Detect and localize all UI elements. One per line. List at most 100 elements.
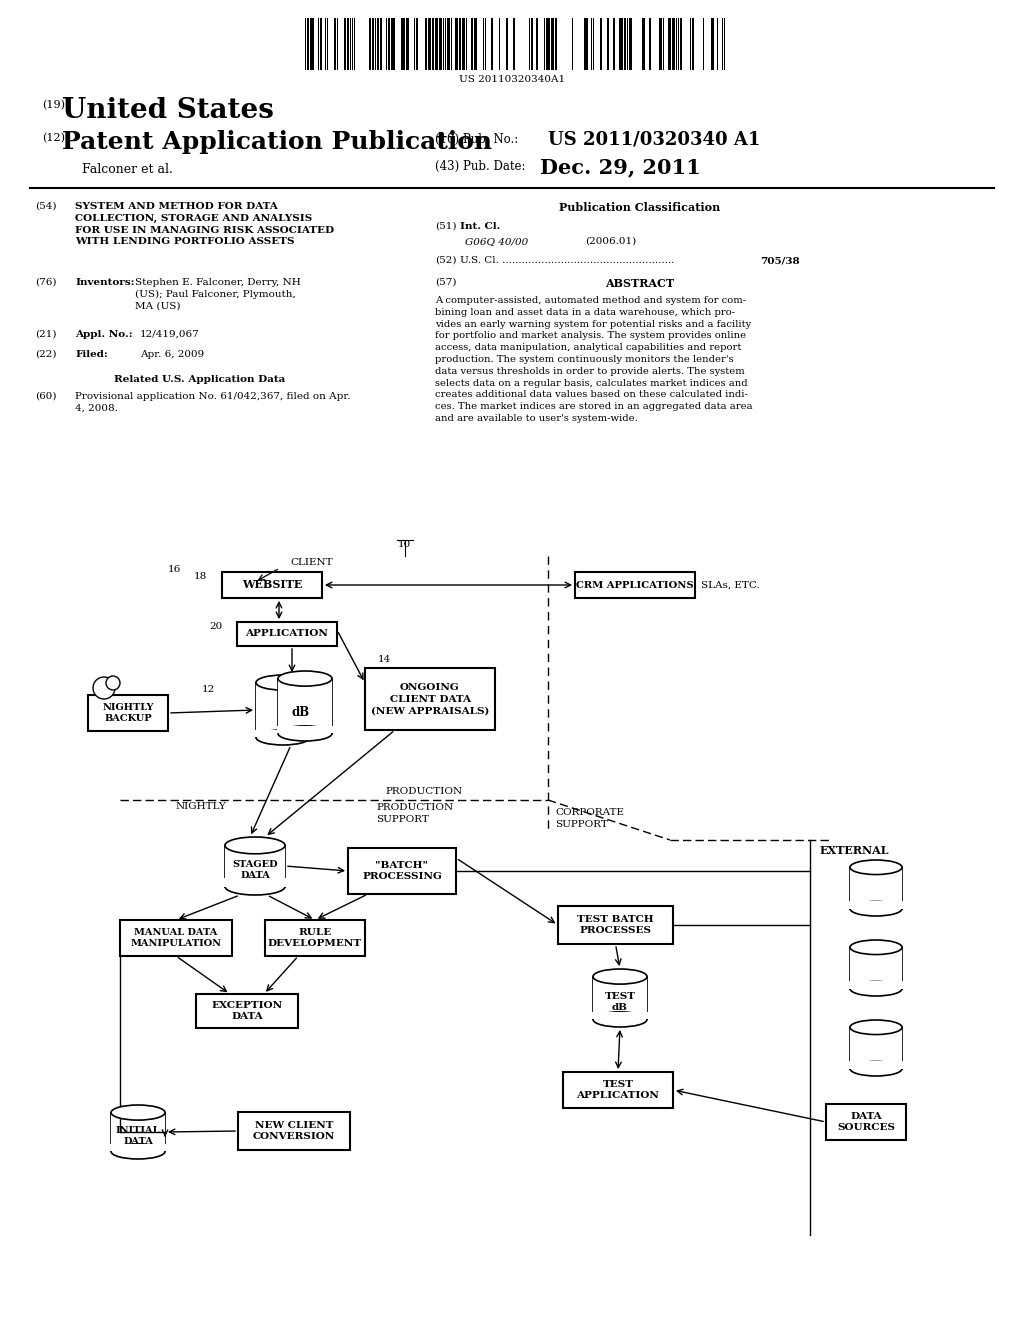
Text: DATA
SOURCES: DATA SOURCES (837, 1111, 895, 1133)
Text: NIGHTLY
BACKUP: NIGHTLY BACKUP (102, 702, 154, 723)
Text: Int. Cl.: Int. Cl. (460, 222, 501, 231)
Text: MANUAL DATA
MANIPULATION: MANUAL DATA MANIPULATION (130, 928, 221, 948)
Text: (51): (51) (435, 222, 457, 231)
Text: TEST BATCH
PROCESSES: TEST BATCH PROCESSES (578, 915, 653, 936)
Text: 14: 14 (378, 655, 391, 664)
Ellipse shape (111, 1105, 165, 1121)
Text: United States: United States (62, 96, 273, 124)
Bar (474, 18, 477, 70)
Bar (629, 18, 632, 70)
Bar (425, 18, 427, 70)
Bar (649, 18, 651, 70)
Bar (613, 18, 615, 70)
Bar (711, 18, 714, 70)
Bar (607, 18, 609, 70)
Bar (555, 18, 557, 70)
Bar (849, 902, 903, 908)
Text: Appl. No.:: Appl. No.: (75, 330, 133, 339)
Text: (57): (57) (435, 279, 457, 286)
Bar (348, 847, 456, 894)
Text: (12): (12) (42, 133, 65, 144)
Ellipse shape (850, 902, 902, 916)
Bar (344, 18, 346, 70)
Bar (307, 18, 309, 70)
Bar (531, 18, 534, 70)
Text: (2006.01): (2006.01) (585, 238, 636, 246)
Circle shape (106, 676, 120, 690)
Text: ABSTRACT: ABSTRACT (605, 279, 675, 289)
Bar (391, 18, 395, 70)
Bar (416, 18, 418, 70)
Bar (435, 18, 438, 70)
Text: (43) Pub. Date:: (43) Pub. Date: (435, 160, 525, 173)
Text: SLAs, ETC.: SLAs, ETC. (701, 581, 760, 590)
Ellipse shape (593, 969, 647, 985)
Text: CRM APPLICATIONS: CRM APPLICATIONS (577, 581, 694, 590)
Ellipse shape (850, 1020, 902, 1035)
Text: ONGOING
CLIENT DATA
(NEW APPRAISALS): ONGOING CLIENT DATA (NEW APPRAISALS) (371, 682, 489, 715)
Bar (462, 18, 465, 70)
Bar (237, 622, 337, 645)
Bar (319, 18, 322, 70)
Bar (558, 906, 673, 944)
Bar (265, 920, 365, 956)
Text: Provisional application No. 61/042,367, filed on Apr.
4, 2008.: Provisional application No. 61/042,367, … (75, 392, 350, 413)
Bar (110, 1144, 166, 1151)
Bar (668, 18, 671, 70)
Ellipse shape (111, 1144, 165, 1159)
Bar (432, 18, 434, 70)
Bar (225, 845, 285, 887)
Text: NEW CLIENT
CONVERSION: NEW CLIENT CONVERSION (253, 1121, 335, 1142)
Text: US 2011/0320340 A1: US 2011/0320340 A1 (548, 129, 761, 148)
Bar (584, 18, 588, 70)
Bar (551, 18, 554, 70)
Bar (347, 18, 349, 70)
Bar (471, 18, 473, 70)
Text: 16: 16 (168, 565, 181, 574)
Bar (490, 18, 493, 70)
Ellipse shape (850, 1061, 902, 1076)
Bar (222, 572, 322, 598)
Text: EXCEPTION
DATA: EXCEPTION DATA (211, 1001, 283, 1022)
Ellipse shape (256, 675, 310, 690)
Text: Dec. 29, 2011: Dec. 29, 2011 (540, 157, 700, 177)
Text: 705/38: 705/38 (760, 256, 800, 265)
Text: CORPORATE
SUPPORT: CORPORATE SUPPORT (555, 808, 624, 829)
Bar (592, 1012, 648, 1019)
Text: EXTERNAL: EXTERNAL (820, 845, 890, 855)
Bar (278, 726, 333, 734)
Bar (380, 18, 382, 70)
Bar (278, 678, 332, 734)
Bar (196, 994, 298, 1028)
Bar (455, 18, 458, 70)
Text: dB: dB (292, 706, 310, 719)
Bar (406, 18, 409, 70)
Text: 20: 20 (210, 622, 223, 631)
Bar (513, 18, 515, 70)
Text: 18: 18 (194, 572, 207, 581)
Bar (680, 18, 682, 70)
Text: U.S. Cl. .....................................................: U.S. Cl. ...............................… (460, 256, 675, 265)
Text: (21): (21) (35, 330, 56, 339)
Bar (428, 18, 431, 70)
Bar (849, 1061, 903, 1069)
Ellipse shape (850, 861, 902, 875)
Bar (388, 18, 390, 70)
Bar (459, 18, 461, 70)
Ellipse shape (278, 671, 332, 686)
Bar (88, 696, 168, 731)
Circle shape (93, 677, 115, 700)
Bar (850, 948, 902, 989)
Bar (624, 18, 626, 70)
Text: US 20110320340A1: US 20110320340A1 (459, 75, 565, 84)
Bar (447, 18, 450, 70)
Bar (575, 572, 695, 598)
Bar (600, 18, 602, 70)
Text: Stephen E. Falconer, Derry, NH
(US); Paul Falconer, Plymouth,
MA (US): Stephen E. Falconer, Derry, NH (US); Pau… (135, 279, 301, 310)
Text: (76): (76) (35, 279, 56, 286)
Text: (60): (60) (35, 392, 56, 401)
Text: CLIENT: CLIENT (290, 558, 333, 568)
Bar (372, 18, 374, 70)
Text: Inventors:: Inventors: (75, 279, 134, 286)
Text: (52): (52) (435, 256, 457, 265)
